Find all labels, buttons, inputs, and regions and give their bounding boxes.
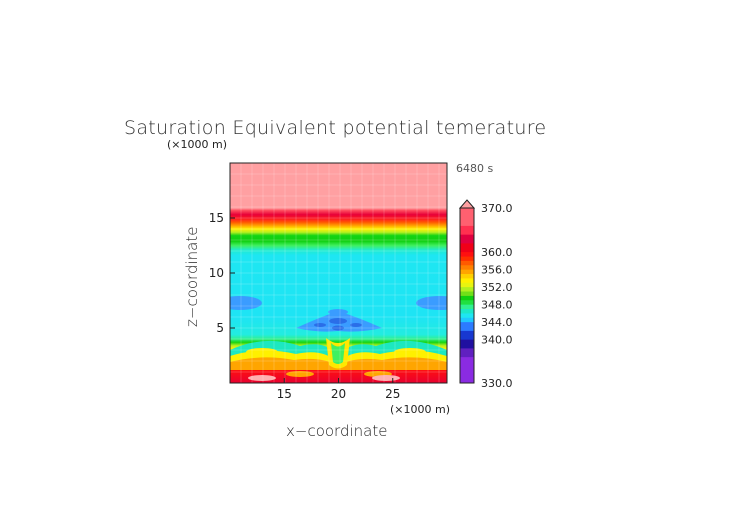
colorbar-label: 344.0	[481, 316, 513, 329]
colorbar-swatch	[460, 264, 474, 270]
colorbar-swatch	[460, 256, 474, 261]
low-right-yellow	[394, 348, 426, 356]
x-tick-label: 25	[385, 387, 400, 401]
colorbar-swatch	[460, 260, 474, 266]
contour-field	[230, 163, 447, 383]
colorbar-label: 370.0	[481, 202, 513, 215]
colorbar-label: 348.0	[481, 298, 513, 311]
colorbar-swatch	[460, 308, 474, 314]
surface-pink-left	[248, 375, 276, 381]
center-blue-core-a	[329, 318, 347, 324]
colorbar-swatches	[460, 208, 474, 384]
colorbar-swatch	[460, 286, 474, 292]
time-label: 6480 s	[456, 162, 493, 175]
colorbar-swatch	[460, 278, 474, 283]
x-tick-label: 15	[277, 387, 292, 401]
y-axis-unit: (×1000 m)	[167, 138, 227, 151]
colorbar-swatch	[460, 282, 474, 288]
right-blue-lobe	[416, 296, 447, 310]
colorbar-frame	[459, 207, 475, 384]
colorbar: 370.0 360.0 356.0 352.0 348.0 344.0 340.0 330.0	[458, 199, 513, 390]
center-blue-core-c	[314, 323, 326, 327]
center-blue-top	[328, 309, 348, 315]
x-axis-label: x−coordinate	[286, 422, 387, 440]
colorbar-swatch	[460, 295, 474, 301]
colorbar-label: 360.0	[481, 246, 513, 259]
colorbar-swatch	[460, 339, 474, 349]
colorbar-swatch	[460, 356, 474, 384]
colorbar-swatch	[460, 273, 474, 279]
y-axis-label: z−coordinate	[183, 227, 201, 327]
x-tick-label: 20	[331, 387, 346, 401]
y-tick-label: 5	[216, 321, 224, 335]
surface-pink-right	[372, 375, 400, 381]
colorbar-swatch	[460, 304, 474, 310]
x-axis-ticks: 15 20 25	[277, 378, 400, 401]
colorbar-swatch	[460, 313, 474, 318]
y-axis-ticks: 5 10 15	[209, 211, 235, 335]
colorbar-label: 356.0	[481, 263, 513, 276]
colorbar-swatch	[460, 243, 474, 253]
low-left-yellow	[246, 348, 278, 356]
colorbar-swatch	[460, 251, 474, 257]
left-blue-lobe	[230, 296, 262, 310]
low-orange-blob-a	[286, 371, 314, 377]
center-blue-core-b	[332, 325, 344, 331]
center-blue-core-d	[350, 323, 362, 327]
colorbar-swatch	[460, 225, 474, 235]
colorbar-swatch	[460, 321, 474, 331]
grid-lines	[230, 163, 447, 383]
y-tick-label: 15	[209, 211, 224, 225]
colorbar-swatch	[460, 348, 474, 358]
colorbar-swatch	[460, 330, 474, 340]
center-green-column	[331, 343, 345, 364]
x-axis-unit: (×1000 m)	[390, 403, 450, 416]
colorbar-extend-arrow	[458, 199, 476, 209]
colorbar-swatch	[460, 269, 474, 275]
colorbar-swatch	[460, 234, 474, 244]
colorbar-label: 352.0	[481, 281, 513, 294]
colorbar-swatch	[460, 317, 474, 323]
colorbar-label: 330.0	[481, 377, 513, 390]
colorbar-swatch	[460, 208, 474, 226]
colorbar-label: 340.0	[481, 333, 513, 346]
chart-title: Saturation Equivalent potential temeratu…	[124, 117, 546, 139]
colorbar-swatch	[460, 291, 474, 296]
colorbar-swatch	[460, 299, 474, 305]
colorbar-labels: 370.0 360.0 356.0 352.0 348.0 344.0 340.0 330.0	[481, 202, 513, 390]
y-tick-label: 10	[209, 266, 224, 280]
low-orange-band	[230, 357, 447, 370]
